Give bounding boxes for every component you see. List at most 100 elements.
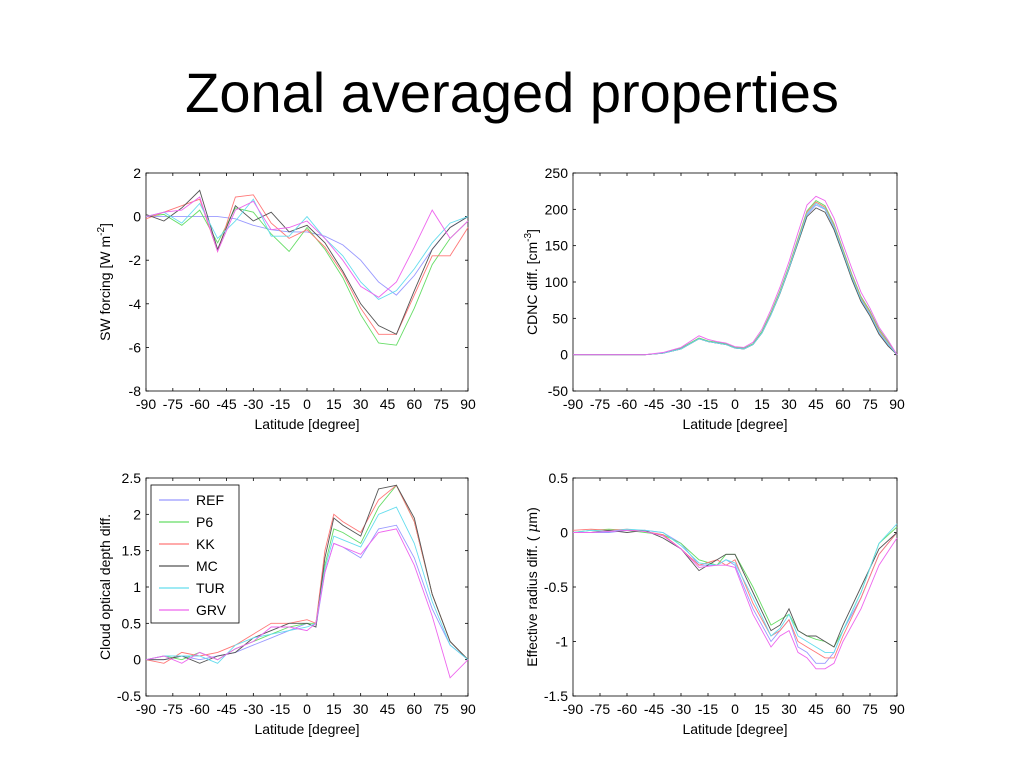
series-line-tur: [145, 198, 469, 300]
x-axis-label: Latitude [degree]: [254, 416, 359, 432]
y-axis-label: Effective radius diff. ( μm): [524, 507, 541, 667]
axes-box: [145, 172, 469, 392]
x-tick-label: -45: [216, 396, 236, 412]
series-line-kk: [145, 194, 469, 335]
y-tick-label: 1.5: [122, 543, 142, 559]
x-tick-label: 90: [460, 396, 476, 412]
x-tick-label: -60: [617, 701, 637, 717]
x-tick-label: 30: [781, 701, 797, 717]
x-tick-label: -30: [243, 701, 263, 717]
series-line-grv: [145, 196, 469, 298]
x-tick-label: 75: [862, 701, 878, 717]
series-line-mc: [146, 484, 469, 664]
y-tick-label: -0.5: [544, 579, 568, 595]
y-tick-label: -1.5: [544, 688, 568, 704]
x-tick-label: 30: [353, 701, 369, 717]
x-tick-label: 30: [353, 396, 369, 412]
y-tick-label: -1: [556, 634, 569, 650]
x-axis-label: Latitude [degree]: [682, 416, 787, 432]
x-tick-label: 15: [754, 701, 770, 717]
legend: REF P6 KK MC TUR GRV: [150, 484, 240, 624]
x-tick-label: -60: [190, 701, 210, 717]
x-tick-label: 45: [380, 701, 396, 717]
x-tick-label: -90: [136, 701, 156, 717]
y-tick-label: 0: [560, 525, 568, 541]
x-tick-label: -45: [644, 701, 664, 717]
x-tick-label: -90: [563, 701, 583, 717]
axes-box: [572, 172, 898, 392]
x-tick-label: -30: [671, 701, 691, 717]
x-tick-label: 0: [731, 396, 739, 412]
series-line-tur: [572, 523, 898, 653]
y-tick-label: 0: [133, 652, 141, 668]
y-tick-label: 2: [133, 506, 141, 522]
x-tick-label: -75: [163, 701, 183, 717]
x-tick-label: 90: [889, 396, 905, 412]
y-tick-label: -4: [129, 296, 142, 312]
series-line-mc: [573, 529, 898, 648]
x-tick-label: 60: [407, 396, 423, 412]
x-tick-label: -60: [190, 396, 210, 412]
slide-title: Zonal averaged properties: [185, 61, 839, 124]
x-tick-label: -15: [698, 701, 718, 717]
x-tick-label: -45: [644, 396, 664, 412]
x-tick-label: 30: [781, 396, 797, 412]
x-tick-label: -45: [216, 701, 236, 717]
chart-2: -90 -75 -60 -45 -30 -15 0 15 30 45 60 75 90 -50 0 50 100…: [523, 165, 905, 432]
x-tick-label: -30: [243, 396, 263, 412]
y-tick-label: 2: [133, 165, 141, 181]
y-axis-label: Cloud optical depth diff.: [97, 514, 113, 660]
y-tick-label: 0.5: [549, 470, 569, 486]
series-line-kk: [573, 201, 898, 356]
series-line-ref: [146, 216, 469, 296]
x-tick-label: 75: [862, 396, 878, 412]
series-line-grv: [573, 195, 898, 356]
x-tick-label: -15: [270, 701, 290, 717]
chart-3: -90 -75 -60 -45 -30 -15 0 15 30 45 60 75 90 -0.5 0 0.5 1…: [97, 470, 476, 737]
series-line-mc: [573, 207, 898, 356]
y-tick-label: 0: [560, 347, 568, 363]
y-tick-label: 250: [545, 165, 569, 181]
x-tick-label: 45: [380, 396, 396, 412]
legend-label-p6: P6: [196, 514, 213, 530]
y-tick-label: 50: [552, 310, 568, 326]
chart-1: -90 -75 -60 -45 -30 -15 0 15 30 45 60 75 90 -8 -6 -4 -2 0…: [96, 165, 476, 432]
x-tick-label: 60: [407, 701, 423, 717]
x-tick-label: -60: [617, 396, 637, 412]
x-tick-label: 45: [808, 396, 824, 412]
y-tick-label: -8: [129, 383, 142, 399]
x-tick-label: 15: [326, 396, 342, 412]
x-tick-label: 90: [889, 701, 905, 717]
x-tick-label: -90: [136, 396, 156, 412]
legend-label-tur: TUR: [196, 580, 225, 596]
x-tick-label: -75: [163, 396, 183, 412]
series-line-p6: [145, 207, 469, 346]
y-tick-label: -6: [129, 339, 142, 355]
y-tick-label: 150: [545, 238, 569, 254]
series-line-p6: [573, 200, 898, 356]
legend-label-grv: GRV: [196, 602, 227, 618]
x-tick-label: 45: [808, 701, 824, 717]
chart-4: -90 -75 -60 -45 -30 -15 0 15 30 45 60 75 90 -1.5 -1 -0.…: [524, 470, 905, 737]
x-tick-label: 15: [326, 701, 342, 717]
series-line-tur: [573, 202, 898, 356]
y-tick-label: 200: [545, 201, 569, 217]
x-tick-label: 90: [460, 701, 476, 717]
y-axis-label: CDNC diff. [cm-3]: [523, 229, 540, 335]
y-axis-label: SW forcing [W m-2]: [96, 223, 113, 341]
y-tick-label: 2.5: [122, 470, 142, 486]
x-axis-label: Latitude [degree]: [682, 721, 787, 737]
series-line-kk: [572, 528, 898, 659]
legend-label-kk: KK: [196, 536, 215, 552]
y-tick-label: -2: [129, 252, 142, 268]
y-tick-label: 0.5: [122, 615, 142, 631]
x-tick-label: 15: [754, 396, 770, 412]
x-tick-label: 0: [303, 396, 311, 412]
x-tick-label: -30: [671, 396, 691, 412]
y-tick-label: 1: [133, 579, 141, 595]
legend-label-ref: REF: [196, 492, 224, 508]
x-tick-label: -15: [270, 396, 290, 412]
x-tick-label: -75: [590, 701, 610, 717]
y-tick-label: -0.5: [117, 688, 141, 704]
x-tick-label: 60: [835, 701, 851, 717]
